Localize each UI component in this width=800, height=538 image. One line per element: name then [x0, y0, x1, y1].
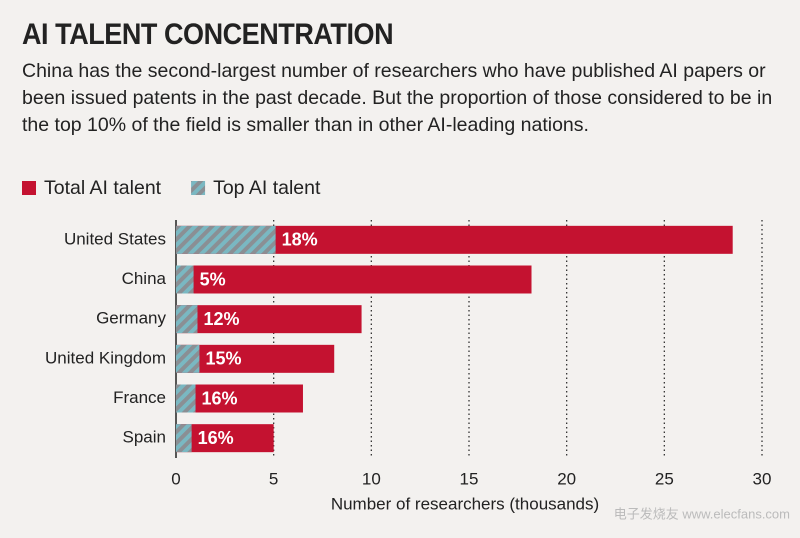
- x-tick-label: 25: [655, 469, 674, 488]
- top-bar: [176, 305, 198, 334]
- bar-label: 5%: [200, 269, 226, 289]
- bar-label: 15%: [205, 349, 241, 369]
- legend-swatch: [22, 181, 36, 195]
- top-bar: [176, 424, 192, 453]
- x-tick-label: 15: [460, 469, 479, 488]
- y-tick-label: China: [122, 269, 167, 288]
- chart-title: AI TALENT CONCENTRATION: [22, 18, 394, 51]
- y-tick-label: Germany: [96, 309, 166, 328]
- bar: [176, 305, 362, 334]
- y-tick-label: Spain: [123, 428, 166, 447]
- bar: [176, 265, 532, 294]
- bar-label: 18%: [282, 230, 318, 250]
- y-tick-label: France: [113, 388, 166, 407]
- top-bar: [176, 384, 196, 413]
- x-tick-label: 0: [171, 469, 180, 488]
- bar-label: 16%: [202, 388, 238, 408]
- bar-label: 16%: [198, 428, 234, 448]
- x-tick-label: 20: [557, 469, 576, 488]
- legend-swatch: [191, 181, 206, 195]
- watermark: 电子发烧友 www.elecfans.com: [614, 506, 790, 521]
- y-tick-label: United States: [64, 229, 166, 248]
- legend-label: Total AI talent: [44, 177, 162, 199]
- bar: [176, 424, 274, 453]
- bar: [176, 344, 335, 373]
- bar: [176, 384, 303, 413]
- top-bar: [176, 225, 276, 254]
- x-tick-label: 10: [362, 469, 381, 488]
- top-bar: [176, 265, 194, 294]
- chart-subtitle: China has the second-largest number of r…: [22, 60, 773, 136]
- legend-label: Top AI talent: [213, 177, 321, 199]
- x-axis-title: Number of researchers (thousands): [331, 494, 599, 513]
- top-bar: [176, 344, 200, 373]
- bar-label: 12%: [203, 309, 239, 329]
- x-tick-label: 5: [269, 469, 278, 488]
- y-tick-label: United Kingdom: [45, 348, 166, 367]
- x-tick-label: 30: [753, 469, 772, 488]
